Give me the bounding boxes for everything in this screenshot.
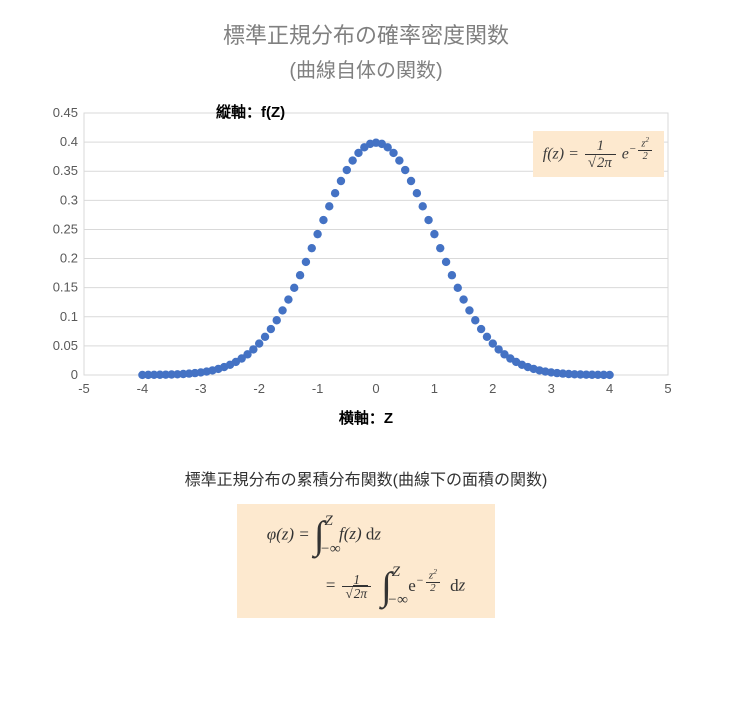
svg-text:0.25: 0.25 xyxy=(53,221,78,236)
cdf-formula-line1: φ(z) = ∫Z−∞ f(z) dz xyxy=(267,516,466,555)
title-main: 標準正規分布の確率密度関数 xyxy=(0,18,732,50)
formula-fraction: 1 √2π xyxy=(585,138,616,171)
svg-text:5: 5 xyxy=(664,381,671,396)
cdf-formula-box: φ(z) = ∫Z−∞ f(z) dz = 1 √2π ∫Z−∞ e−z22 d… xyxy=(237,504,496,618)
svg-text:-2: -2 xyxy=(253,381,265,396)
cdf-formula-line2: = 1 √2π ∫Z−∞ e−z22 dz xyxy=(267,567,466,606)
svg-text:3: 3 xyxy=(548,381,555,396)
svg-text:-1: -1 xyxy=(312,381,324,396)
svg-text:0.4: 0.4 xyxy=(60,134,78,149)
x-axis-label: 横軸：Z xyxy=(0,407,732,428)
svg-text:4: 4 xyxy=(606,381,613,396)
svg-text:-4: -4 xyxy=(137,381,149,396)
pdf-formula-box: f(z) = 1 √2π e−z22 xyxy=(533,131,664,177)
svg-text:0.15: 0.15 xyxy=(53,280,78,295)
formula-exponent: −z22 xyxy=(629,143,654,155)
svg-text:0.1: 0.1 xyxy=(60,309,78,324)
svg-text:2: 2 xyxy=(489,381,496,396)
svg-text:0: 0 xyxy=(71,367,78,382)
formula-exp-base: e xyxy=(622,145,629,162)
page: 標準正規分布の確率密度関数 (曲線自体の関数) 縦軸：f(Z) 0 0.05 0.1… xyxy=(0,18,732,618)
svg-text:0.2: 0.2 xyxy=(60,251,78,266)
integral-symbol-2: ∫Z−∞ xyxy=(381,567,392,606)
svg-text:0.45: 0.45 xyxy=(53,105,78,120)
svg-text:-3: -3 xyxy=(195,381,207,396)
svg-text:0.3: 0.3 xyxy=(60,192,78,207)
y-axis-label: 縦軸：f(Z) xyxy=(216,101,285,122)
svg-text:-5: -5 xyxy=(78,381,90,396)
chart-area: 縦軸：f(Z) 0 0.05 0.1 0.15 0.2 0.25 0.3 0.35 0.4 0.4… xyxy=(46,103,686,403)
svg-text:1: 1 xyxy=(431,381,438,396)
cdf-formula-wrap: φ(z) = ∫Z−∞ f(z) dz = 1 √2π ∫Z−∞ e−z22 d… xyxy=(0,504,732,618)
svg-text:0: 0 xyxy=(372,381,379,396)
title-sub: (曲線自体の関数) xyxy=(0,54,732,83)
svg-text:0.35: 0.35 xyxy=(53,163,78,178)
svg-text:0.05: 0.05 xyxy=(53,338,78,353)
formula-lhs: f(z) = xyxy=(543,145,583,162)
cdf-section-title: 標準正規分布の累積分布関数(曲線下の面積の関数) xyxy=(0,466,732,490)
integral-symbol: ∫Z−∞ xyxy=(314,516,325,555)
